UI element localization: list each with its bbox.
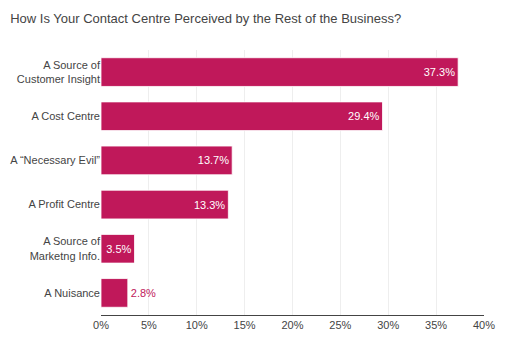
svg-text:A Profit Centre: A Profit Centre xyxy=(28,198,100,210)
svg-text:35%: 35% xyxy=(425,319,447,331)
svg-text:25%: 25% xyxy=(329,319,351,331)
svg-text:How Is Your Contact Centre Per: How Is Your Contact Centre Perceived by … xyxy=(10,11,401,26)
svg-text:10%: 10% xyxy=(186,319,208,331)
svg-text:3.5%: 3.5% xyxy=(106,243,131,255)
svg-text:20%: 20% xyxy=(281,319,303,331)
svg-text:13.7%: 13.7% xyxy=(198,154,229,166)
svg-text:0%: 0% xyxy=(93,319,109,331)
svg-text:29.4%: 29.4% xyxy=(348,110,379,122)
svg-text:A Cost Centre: A Cost Centre xyxy=(32,110,100,122)
svg-text:5%: 5% xyxy=(141,319,157,331)
svg-text:A “Necessary Evil”: A “Necessary Evil” xyxy=(10,154,100,166)
svg-text:A Source ofMarketng Info.: A Source ofMarketng Info. xyxy=(30,235,101,261)
svg-text:40%: 40% xyxy=(473,319,495,331)
svg-text:30%: 30% xyxy=(377,319,399,331)
svg-text:15%: 15% xyxy=(234,319,256,331)
svg-text:2.8%: 2.8% xyxy=(131,287,156,299)
svg-text:13.3%: 13.3% xyxy=(194,199,225,211)
svg-text:37.3%: 37.3% xyxy=(424,66,455,78)
svg-text:A Nuisance: A Nuisance xyxy=(44,287,100,299)
svg-text:A Source ofCustomer Insight: A Source ofCustomer Insight xyxy=(17,59,101,85)
